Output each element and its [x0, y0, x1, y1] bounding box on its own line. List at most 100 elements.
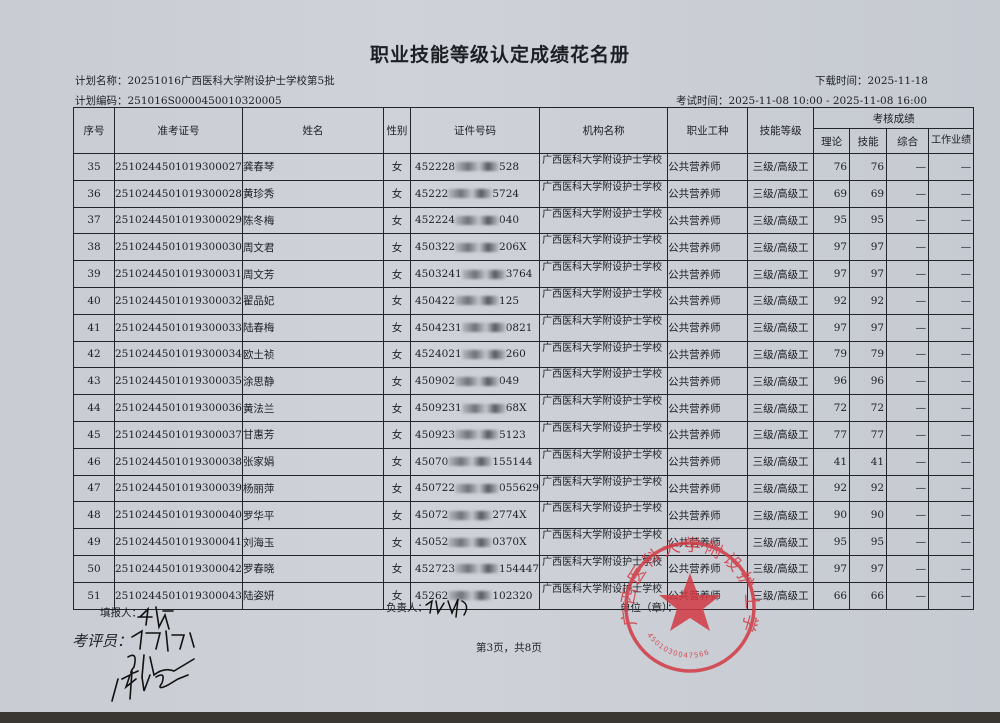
id-prefix: 450422 [414, 294, 456, 307]
unit-seal-label: 单位（章）： [620, 602, 678, 614]
ticket-cell: 2510244501019300043 [114, 581, 243, 610]
id-prefix: 45070 [414, 455, 449, 468]
seq-cell: 36 [73, 179, 115, 208]
id-cell: 4504231 0821 [409, 313, 541, 342]
theory-score: 79 [813, 340, 851, 369]
overall-score: — [886, 340, 930, 369]
id-suffix: 155144 [492, 455, 533, 468]
level-cell: 三级/高级工 [747, 420, 815, 449]
theory-score: 69 [813, 179, 851, 208]
theory-score: 41 [813, 447, 851, 476]
id-redaction [455, 162, 500, 172]
id-suffix: 125 [499, 294, 520, 307]
ticket-cell: 2510244501019300030 [114, 233, 243, 262]
overall-score: — [886, 581, 930, 610]
level-cell: 三级/高级工 [747, 581, 815, 610]
id-prefix: 450902 [414, 375, 456, 388]
seq-cell: 50 [73, 554, 115, 583]
theory-score: 90 [813, 501, 851, 530]
overall-score: — [886, 153, 930, 181]
header-job: 职业工种 [667, 107, 749, 154]
org-cell: 广西医科大学附设护士学校 [539, 233, 669, 262]
id-cell: 450902 049 [409, 367, 541, 396]
skill-score: 92 [849, 474, 888, 503]
id-suffix: 049 [499, 375, 520, 388]
id-redaction [455, 215, 500, 225]
table-row: 47 2510244501019300039 杨丽萍女 450722 055629 广西医… [73, 474, 975, 503]
table-row: 39 2510244501019300031 周文芳女 4503241 3764 广西医科… [73, 260, 975, 288]
job-cell: 公共营养师 [667, 474, 749, 503]
seq-cell: 47 [73, 474, 115, 503]
work-score: — [928, 420, 975, 449]
name-cell: 黄珍秀 [241, 179, 384, 208]
job-cell: 公共营养师 [667, 367, 749, 396]
org-cell: 广西医科大学附设护士学校 [539, 474, 669, 503]
skill-score: 95 [849, 528, 888, 556]
work-score: — [928, 394, 975, 422]
ticket-cell: 2510244501019300038 [114, 447, 243, 476]
id-cell: 4503241 3764 [409, 260, 541, 288]
overall-score: — [886, 233, 930, 262]
id-redaction [455, 564, 500, 574]
name-cell: 涂思静 [241, 367, 384, 396]
level-cell: 三级/高级工 [747, 528, 815, 556]
name-cell: 罗春晓 [241, 554, 384, 583]
skill-score: 90 [849, 501, 888, 530]
official-seal: 广西医科大学附设护士学校 4501030047566 [615, 535, 759, 673]
gender-cell: 女 [382, 394, 411, 422]
id-redaction [461, 349, 506, 359]
seq-cell: 41 [73, 313, 115, 342]
skill-score: 92 [849, 286, 888, 315]
work-score: — [928, 447, 975, 476]
id-cell: 450322 206X [409, 233, 541, 262]
header-work: 工作业绩 [928, 128, 975, 154]
skill-score: 79 [849, 340, 888, 369]
gender-cell: 女 [382, 367, 411, 396]
id-prefix: 45052 [414, 536, 449, 549]
table-row: 49 2510244501019300041 刘海玉女 45052 0370X 广西医科大… [73, 528, 975, 556]
theory-score: 97 [813, 554, 851, 583]
org-cell: 广西医科大学附设护士学校 [539, 179, 669, 208]
id-cell: 45222 5724 [409, 179, 541, 208]
org-cell: 广西医科大学附设护士学校 [539, 420, 669, 449]
overall-score: — [886, 260, 930, 288]
ticket-cell: 2510244501019300028 [114, 179, 243, 208]
id-suffix: 260 [505, 348, 526, 361]
level-cell: 三级/高级工 [747, 206, 815, 235]
seq-cell: 49 [73, 528, 115, 556]
job-cell: 公共营养师 [667, 206, 749, 235]
seq-cell: 40 [73, 286, 115, 315]
name-cell: 翟品妃 [241, 286, 384, 315]
job-cell: 公共营养师 [667, 179, 749, 208]
id-prefix: 450722 [414, 482, 456, 495]
ticket-cell: 2510244501019300033 [114, 313, 243, 342]
work-score: — [928, 313, 975, 342]
gender-cell: 女 [382, 420, 411, 449]
score-table: 序号 准考证号 姓名 性别 证件号码 机构名称 职业工种 技能等级 考核成绩 理… [73, 107, 975, 610]
seq-cell: 46 [73, 447, 115, 476]
id-cell: 452723 154447 [409, 554, 541, 583]
ticket-cell: 2510244501019300040 [114, 501, 243, 530]
gender-cell: 女 [382, 501, 411, 530]
id-prefix: 4504231 [414, 321, 462, 334]
level-cell: 三级/高级工 [747, 474, 815, 503]
id-prefix: 4503241 [414, 268, 462, 281]
id-prefix: 4524021 [414, 348, 462, 361]
svg-text:4501030047566: 4501030047566 [645, 631, 711, 659]
exam-time: 考试时间：2025-11-08 10:00 - 2025-11-08 16:00 [676, 95, 927, 107]
work-score: — [928, 260, 975, 288]
id-prefix: 450322 [414, 241, 456, 254]
header-skill: 技能 [849, 128, 888, 154]
header-gender: 性别 [382, 107, 411, 154]
job-cell: 公共营养师 [667, 420, 749, 449]
ticket-cell: 2510244501019300039 [114, 474, 243, 503]
skill-score: 97 [849, 233, 888, 262]
job-cell: 公共营养师 [667, 447, 749, 476]
skill-score: 97 [849, 260, 888, 288]
theory-score: 77 [813, 420, 851, 449]
org-cell: 广西医科大学附设护士学校 [539, 501, 669, 530]
header-ticket: 准考证号 [114, 107, 243, 154]
id-redaction [455, 430, 500, 440]
job-cell: 公共营养师 [667, 554, 749, 583]
id-suffix: 206X [499, 241, 527, 254]
